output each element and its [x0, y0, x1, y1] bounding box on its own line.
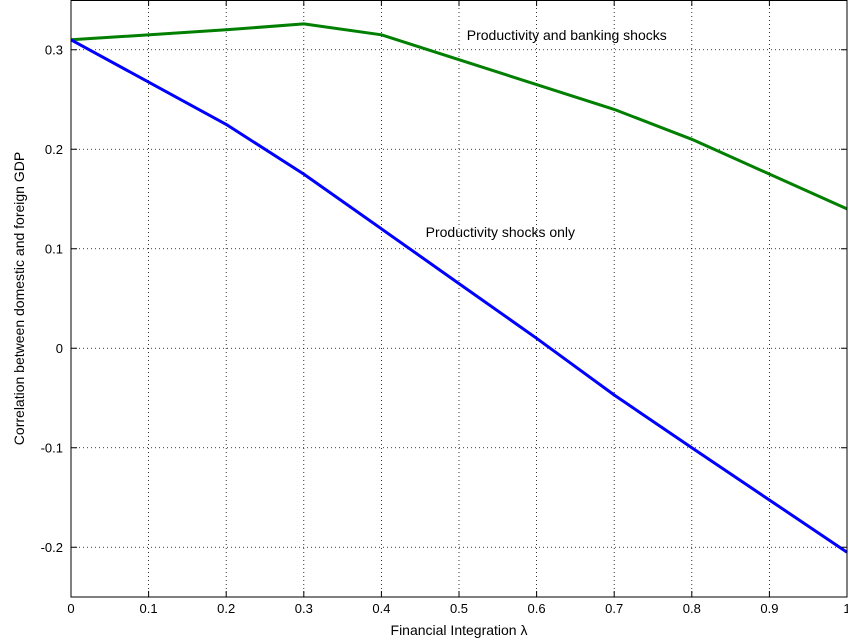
x-tick-label: 0.8	[683, 601, 701, 616]
plot-frame	[70, 0, 848, 598]
grid-lines	[71, 0, 847, 597]
y-axis-label: Correlation between domestic and foreign…	[11, 152, 27, 445]
x-tick-label: 0	[67, 601, 74, 616]
annotation-1: Productivity and banking shocks	[467, 27, 667, 43]
y-tick-label: 0.1	[45, 241, 63, 256]
x-tick-label: 0.2	[217, 601, 235, 616]
x-tick-label: 0.5	[450, 601, 468, 616]
x-tick-label: 0.9	[760, 601, 778, 616]
series-line-2	[70, 38, 848, 554]
x-tick-label: 0.6	[528, 601, 546, 616]
x-tick-label: 0.3	[295, 601, 313, 616]
y-tick-label: -0.2	[41, 540, 63, 555]
axis-ticks: 0 0.1 0.2 0.3 0.4 0.5 0.6 0.7 0.8 0.9 1 -0.2 -0.1 0 0.…	[41, 0, 848, 616]
y-tick-label: -0.1	[41, 440, 63, 455]
x-tick-label: 0.1	[140, 601, 158, 616]
x-tick-label: 1	[843, 601, 848, 616]
y-tick-label: 0	[56, 341, 63, 356]
series-line-1	[70, 22, 848, 211]
annotation-2: Productivity shocks only	[426, 224, 575, 240]
x-axis-label: Financial Integration λ	[391, 622, 528, 638]
series-lines	[70, 22, 848, 554]
x-tick-label: 0.7	[605, 601, 623, 616]
annotations: Productivity and banking shocks Productiv…	[426, 27, 667, 240]
y-tick-label: 0.2	[45, 142, 63, 157]
y-tick-label: 0.3	[45, 42, 63, 57]
x-tick-label: 0.4	[372, 601, 390, 616]
